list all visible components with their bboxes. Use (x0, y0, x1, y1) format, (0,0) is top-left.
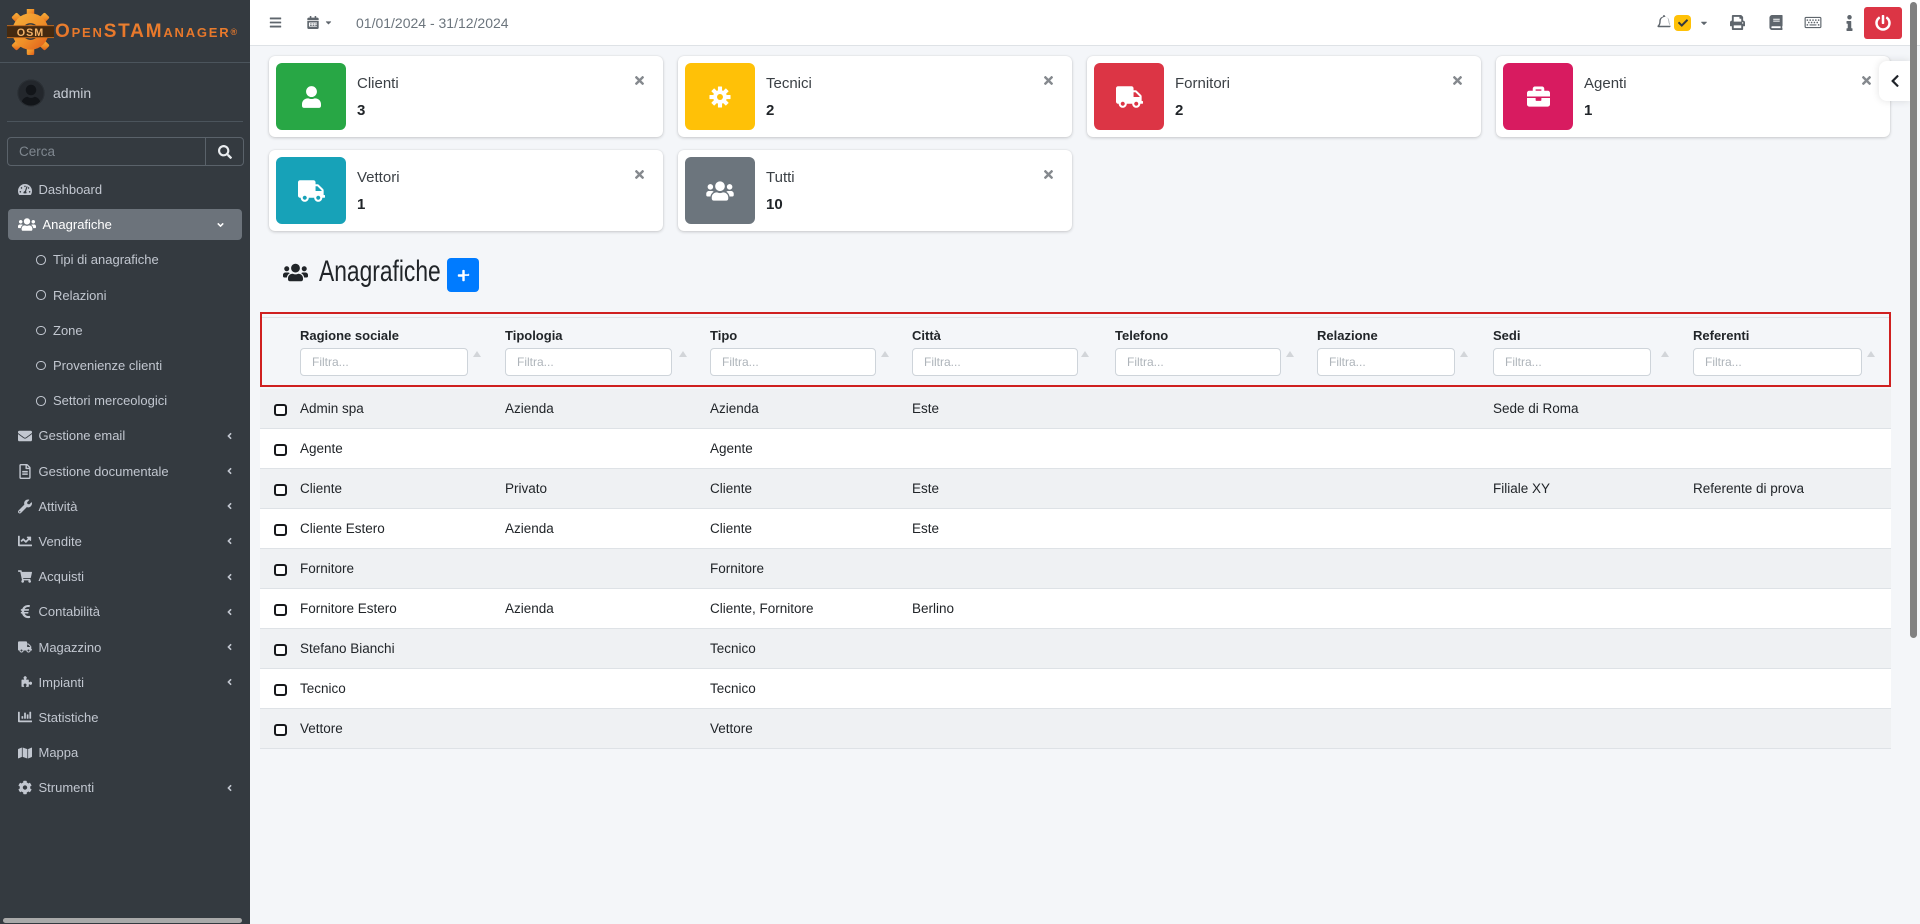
svg-text:OSM: OSM (17, 27, 44, 39)
